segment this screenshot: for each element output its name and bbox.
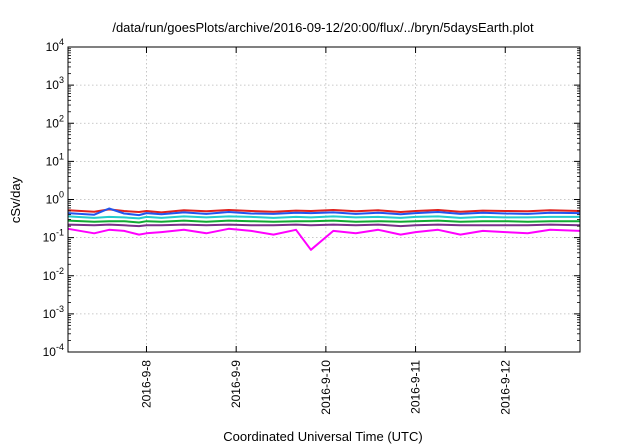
x-tick-label: 2016-9-8 (139, 360, 153, 408)
grid (68, 47, 580, 352)
y-tick-label: 10-4 (43, 342, 64, 359)
x-tick-label: 2016-9-12 (498, 360, 512, 415)
chart-title: /data/run/goesPlots/archive/2016-09-12/2… (112, 20, 534, 35)
y-tick-label: 10-3 (43, 304, 64, 321)
ticks: 10-4 10-3 10-2 10-1 100 101 102 103 104 2016-9-8 2… (43, 37, 580, 415)
series-line (67, 208, 581, 214)
y-tick-label: 102 (46, 113, 64, 130)
y-tick-label: 100 (46, 190, 64, 207)
x-tick-label: 2016-9-10 (319, 360, 333, 415)
y-tick-label: 104 (46, 37, 64, 54)
y-axis-label: cSv/day (8, 176, 23, 223)
y-tick-label: 103 (46, 75, 64, 92)
series-layer (67, 207, 581, 251)
series-line (67, 215, 580, 220)
x-tick-label: 2016-9-9 (229, 360, 243, 408)
series-line (67, 219, 580, 224)
y-tick-label: 101 (46, 151, 64, 168)
x-axis-label: Coordinated Universal Time (UTC) (223, 429, 422, 444)
y-tick-label: 10-1 (43, 228, 64, 245)
x-tick-label: 2016-9-11 (409, 360, 423, 414)
series-line (67, 223, 581, 228)
y-tick-label: 10-2 (43, 266, 64, 283)
series-line (67, 207, 581, 217)
series-line (67, 227, 581, 251)
